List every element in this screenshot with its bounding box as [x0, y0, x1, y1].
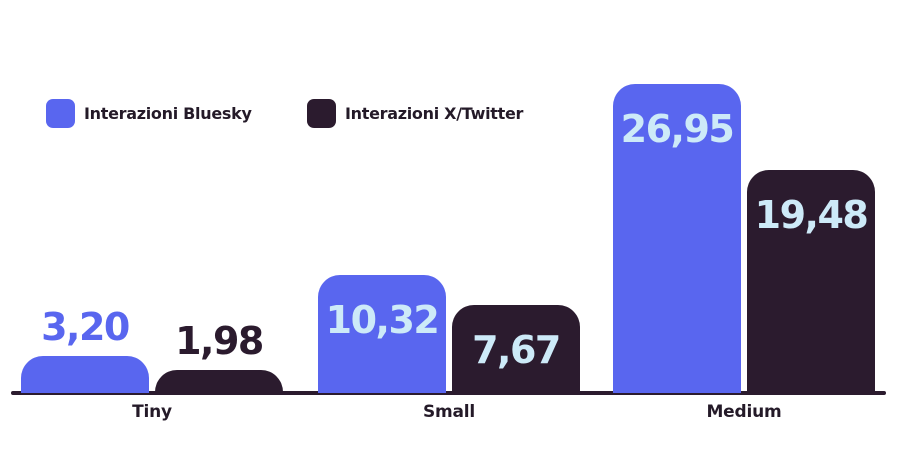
value-label-bluesky-medium: 26,95 [620, 107, 735, 151]
value-label-x-twitter-medium: 19,48 [754, 193, 869, 237]
bar-bluesky-medium [613, 84, 741, 393]
bar-bluesky-small [318, 275, 446, 393]
value-label-x-twitter-small: 7,67 [472, 328, 561, 372]
legend-label-x-twitter: Interazioni X/Twitter [345, 103, 524, 123]
bar-x-twitter-small [452, 305, 580, 393]
category-label-tiny: Tiny [132, 402, 172, 422]
bar-x-twitter-medium [747, 170, 875, 393]
legend-swatch-bluesky [46, 98, 75, 128]
x-axis-line [11, 391, 886, 395]
value-label-bluesky-tiny: 3,20 [41, 305, 130, 349]
legend-label-bluesky: Interazioni Bluesky [84, 103, 252, 123]
legend-swatch-x-twitter [307, 98, 336, 128]
category-label-medium: Medium [706, 402, 782, 422]
legend-item-x-twitter: Interazioni X/Twitter [307, 98, 523, 128]
value-label-x-twitter-tiny: 1,98 [175, 319, 264, 363]
value-label-bluesky-small: 10,32 [325, 298, 440, 342]
bar-bluesky-tiny [21, 356, 149, 393]
legend-item-bluesky: Interazioni Bluesky [46, 98, 252, 128]
bar-x-twitter-tiny [155, 370, 283, 393]
category-label-small: Small [422, 402, 476, 422]
